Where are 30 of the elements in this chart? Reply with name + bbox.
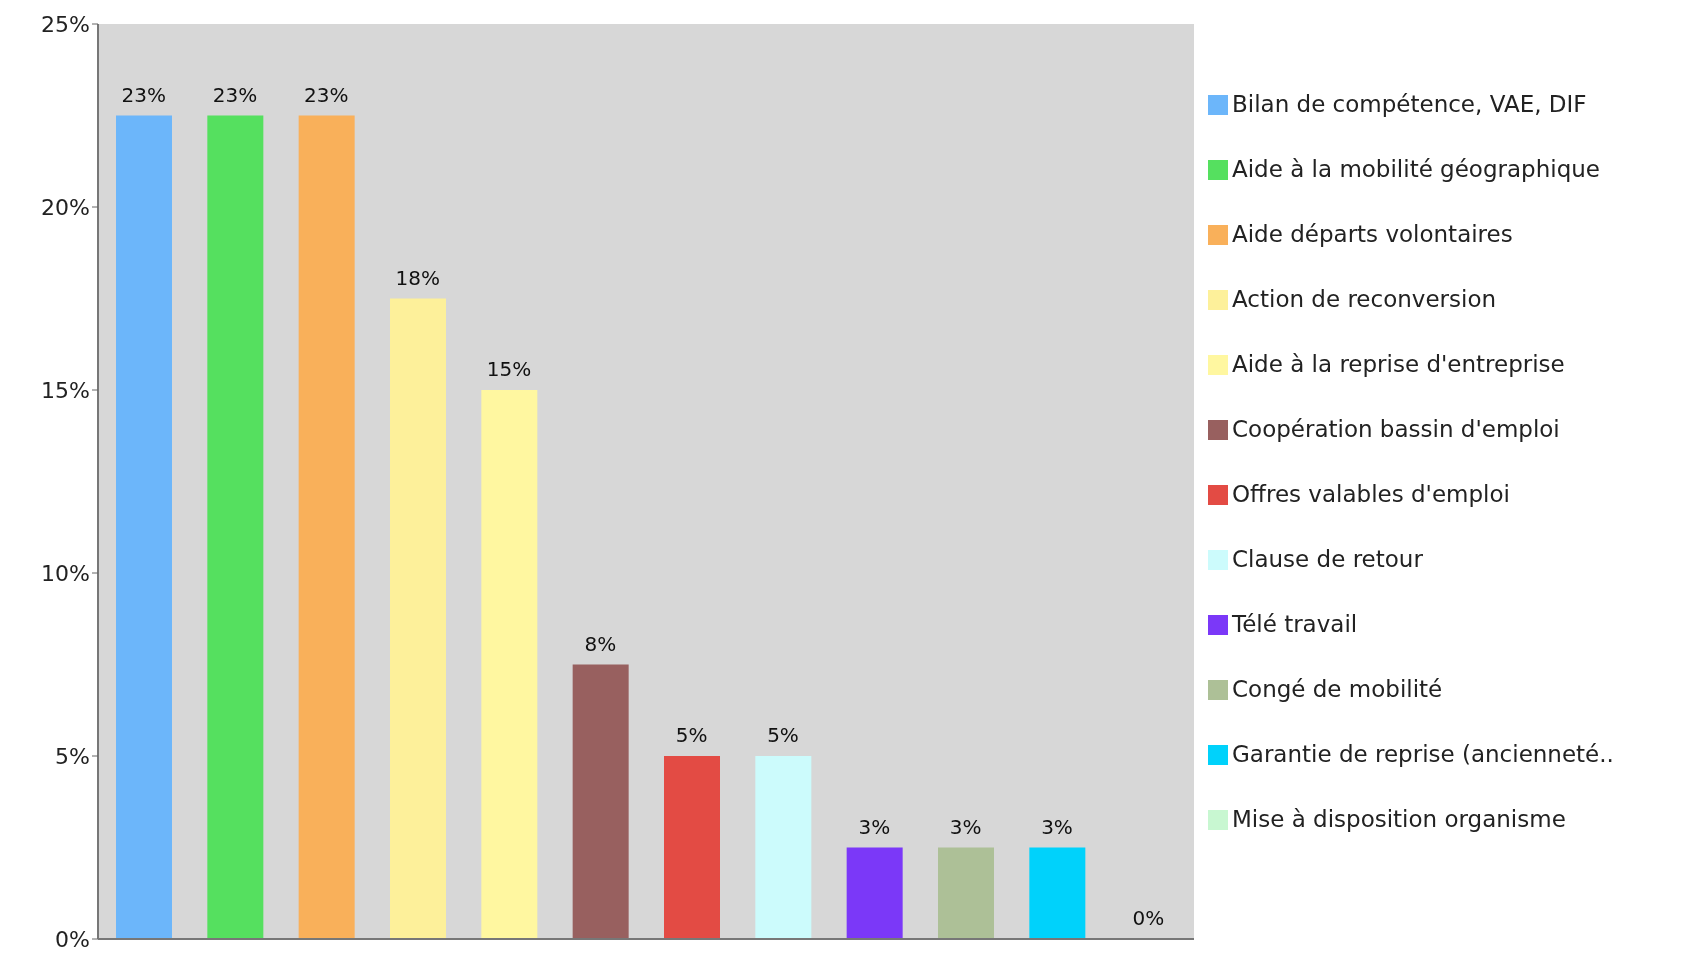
y-tick-label: 15% bbox=[41, 377, 90, 403]
data-label: 3% bbox=[858, 814, 891, 839]
legend-label: Aide à la mobilité géographique bbox=[1232, 155, 1600, 182]
legend-label: Aide départs volontaires bbox=[1232, 220, 1513, 247]
data-label: 3% bbox=[949, 814, 982, 839]
y-tick-label: 0% bbox=[55, 926, 90, 952]
legend-label: Offres valables d'emploi bbox=[1232, 480, 1510, 507]
y-tick-label: 20% bbox=[41, 194, 90, 220]
y-tick-label: 5% bbox=[55, 743, 90, 769]
data-label: 8% bbox=[584, 631, 617, 656]
legend-label: Télé travail bbox=[1232, 610, 1358, 637]
data-label: 23% bbox=[304, 82, 349, 107]
data-label: 3% bbox=[1041, 814, 1073, 839]
legend-label: Coopération bassin d'emploi bbox=[1232, 415, 1560, 442]
data-label: 18% bbox=[395, 265, 440, 290]
y-tick-label: 25% bbox=[41, 11, 90, 37]
legend-label: Congé de mobilité bbox=[1232, 675, 1443, 702]
legend-label: Action de reconversion bbox=[1232, 285, 1497, 312]
data-label: 5% bbox=[675, 723, 708, 747]
legend-label: Clause de retour bbox=[1232, 545, 1423, 572]
data-label: 0% bbox=[1132, 906, 1165, 930]
data-label: 15% bbox=[486, 357, 532, 381]
legend-label: Aide à la reprise d'entreprise bbox=[1232, 350, 1565, 377]
y-tick-label: 10% bbox=[41, 560, 90, 586]
data-label: 23% bbox=[212, 82, 258, 107]
data-label: 5% bbox=[767, 723, 799, 747]
legend-label: Mise à disposition organisme bbox=[1232, 805, 1566, 832]
legend-label: Bilan de compétence, VAE, DIF bbox=[1232, 90, 1587, 117]
legend-label: Garantie de reprise (ancienneté.. bbox=[1232, 740, 1614, 767]
data-label: 23% bbox=[121, 82, 166, 107]
